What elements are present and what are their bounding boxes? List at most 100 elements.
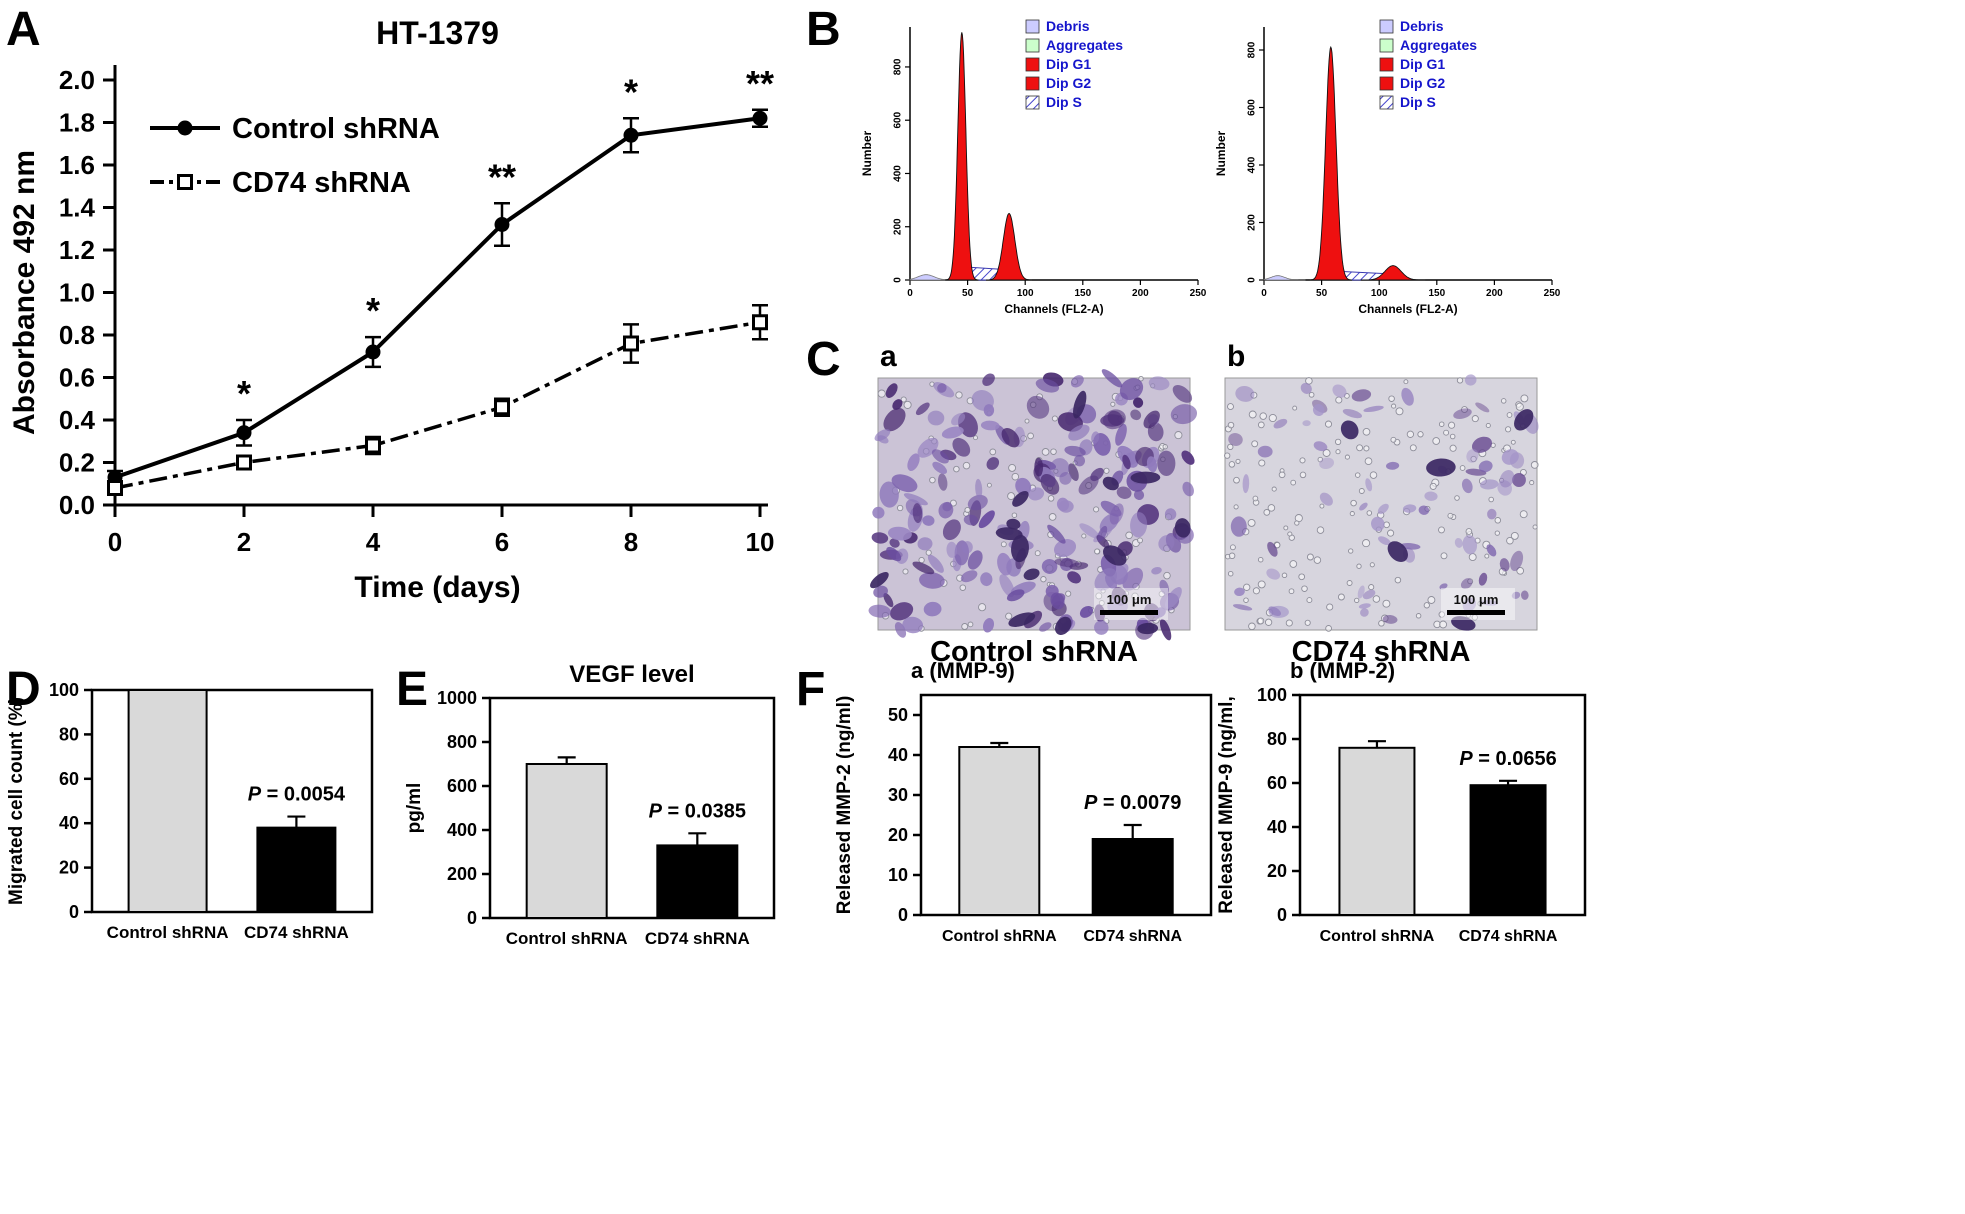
svg-text:Dip G2: Dip G2 (1046, 75, 1091, 91)
svg-text:Dip G2: Dip G2 (1400, 75, 1445, 91)
svg-text:0: 0 (1261, 288, 1267, 299)
cells-layer (1228, 374, 1539, 631)
panel-e-label: E (396, 663, 429, 716)
p-value-label: P = 0.0385 (649, 800, 746, 822)
svg-text:600: 600 (893, 111, 904, 128)
svg-text:Migrated cell count (%): Migrated cell count (%) (6, 697, 27, 905)
bar-control-shrna (958, 746, 1041, 916)
svg-text:30: 30 (888, 785, 908, 805)
x-axis-label: Time (days) (354, 571, 520, 604)
svg-text:0.4: 0.4 (59, 405, 96, 435)
svg-text:600: 600 (447, 776, 477, 796)
svg-text:1.0: 1.0 (59, 278, 95, 308)
axes: 0 20 40 60 80 100 (1257, 685, 1587, 925)
svg-text:Released MMP-2 (ng/ml): Released MMP-2 (ng/ml) (834, 696, 855, 915)
dip-g1-peak (945, 32, 979, 281)
p-value-label: P = 0.0656 (1459, 748, 1556, 770)
svg-text:Control shRNA: Control shRNA (506, 929, 628, 948)
y-axis-label: Absorbance 492 nm (8, 150, 41, 435)
svg-text:1.4: 1.4 (59, 193, 96, 223)
micrograph-control-sublabel: a (880, 340, 897, 373)
bars (1338, 740, 1547, 916)
series-cd74-shrna (107, 304, 768, 496)
chart-title: HT-1379 (376, 15, 499, 51)
svg-text:6: 6 (495, 527, 509, 557)
micrograph-control-caption: Control shRNA (930, 636, 1138, 668)
svg-text:1.6: 1.6 (59, 150, 95, 180)
x-axis-label: Channels (FL2-A) (1358, 302, 1457, 316)
legend-swatch-dip-s (1025, 95, 1040, 110)
flow-histogram-control: 0 200 400 600 800 0 50 100 150 200 250 Channels (FL… (860, 18, 1207, 316)
panel-a-label: A (6, 3, 41, 56)
svg-text:0: 0 (907, 288, 913, 299)
vegf-bar-chart: 0 200 400 600 800 1000 VEGF level pg/ml Control … (404, 661, 776, 948)
svg-text:200: 200 (1132, 288, 1149, 299)
panel-c: C a 100 μm Control shRNA b 100 μm CD74 s… (800, 330, 1580, 675)
svg-text:Channels (FL2-A): Channels (FL2-A) (1004, 302, 1103, 316)
svg-text:100: 100 (1257, 685, 1287, 705)
legend-swatch-debris (1025, 19, 1040, 34)
x-axis-label: Channels (FL2-A) (1004, 302, 1103, 316)
bar-control-shrna (525, 763, 608, 919)
category-label: CD74 shRNA (645, 929, 750, 948)
svg-text:Control shRNA: Control shRNA (232, 113, 440, 145)
dip-g1-peak (1309, 45, 1353, 281)
micrograph-cd74-caption: CD74 shRNA (1291, 636, 1471, 668)
svg-text:pg/ml: pg/ml (404, 783, 425, 834)
svg-text:*: * (624, 71, 638, 112)
membrane-background (1224, 377, 1538, 631)
bars (958, 741, 1174, 916)
svg-text:CD74 shRNA: CD74 shRNA (1083, 928, 1182, 945)
svg-text:Control shRNA: Control shRNA (107, 923, 229, 942)
svg-text:Dip G1: Dip G1 (1400, 56, 1445, 72)
chart-title: b (MMP-2) (1290, 658, 1395, 683)
panel-c-label: C (806, 333, 841, 386)
svg-text:150: 150 (1074, 288, 1091, 299)
legend-swatch-dip-s (1379, 95, 1394, 110)
svg-text:*: * (366, 290, 380, 331)
svg-text:200: 200 (1247, 214, 1258, 231)
svg-text:0: 0 (893, 277, 904, 283)
svg-text:8: 8 (624, 527, 638, 557)
panel-d: D 0 20 40 60 80 100 Migrated cell count (%) Con… (0, 660, 390, 1060)
bar-cd74-shrna (256, 826, 337, 913)
p-value-label: P = 0.0079 (1084, 792, 1181, 814)
legend-swatch-dip-g1 (1025, 57, 1040, 72)
svg-text:Number: Number (860, 131, 874, 177)
svg-text:800: 800 (447, 732, 477, 752)
svg-text:0: 0 (898, 905, 908, 925)
panel-d-label: D (6, 663, 41, 716)
svg-text:0: 0 (1277, 905, 1287, 925)
histogram-fills (909, 32, 1033, 281)
svg-text:20: 20 (59, 858, 79, 878)
svg-text:200: 200 (447, 864, 477, 884)
svg-text:Dip S: Dip S (1400, 94, 1436, 110)
dip-g2-peak (1360, 265, 1426, 281)
svg-text:1.8: 1.8 (59, 108, 95, 138)
mmp9-bar-chart: 0 10 20 30 40 50 a (MMP-9) Released MMP-2 (ng/m… (834, 658, 1213, 945)
panel-b: B 0 200 400 600 800 0 50 100 150 200 250 Channels (… (800, 0, 1580, 330)
y-axis-label: Released MMP-9 (ng/ml, (1216, 696, 1237, 914)
p-value-label: P = 0.0054 (248, 784, 346, 806)
svg-text:Absorbance 492 nm: Absorbance 492 nm (8, 150, 41, 435)
panel-f-label: F (796, 663, 826, 716)
bar-control-shrna (1338, 746, 1416, 916)
category-label: Control shRNA (942, 928, 1057, 945)
bar-control-shrna (127, 689, 208, 913)
axes: 0 200 400 600 800 1000 (437, 688, 776, 928)
svg-text:P = 0.0079: P = 0.0079 (1084, 792, 1181, 814)
svg-text:50: 50 (888, 705, 908, 725)
svg-text:0.2: 0.2 (59, 448, 95, 478)
svg-text:200: 200 (893, 218, 904, 235)
svg-text:Control shRNA: Control shRNA (1320, 928, 1435, 945)
svg-text:0: 0 (69, 902, 79, 922)
svg-text:50: 50 (1316, 288, 1328, 299)
svg-text:250: 250 (1544, 288, 1561, 299)
panel-b-label: B (806, 3, 841, 56)
svg-text:4: 4 (366, 527, 381, 557)
bar-cd74-shrna (1469, 784, 1547, 916)
y-axis-label: Number (1214, 131, 1228, 177)
svg-text:200: 200 (1486, 288, 1503, 299)
svg-text:0: 0 (108, 527, 122, 557)
